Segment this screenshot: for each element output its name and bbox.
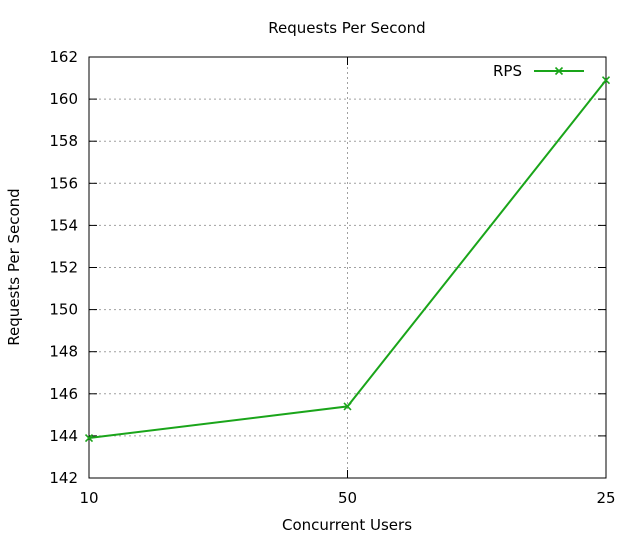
y-tick-label: 142 [49, 469, 78, 487]
x-marker-stroke [601, 76, 611, 85]
x-tick-label: 25 [596, 489, 615, 507]
y-tick-label: 144 [49, 427, 78, 445]
grid [89, 57, 606, 478]
y-tick-label: 160 [49, 90, 78, 108]
legend-swatch-marker [554, 66, 564, 76]
y-tick-label: 154 [49, 216, 78, 234]
y-tick-label: 162 [49, 48, 78, 66]
y-tick-label: 146 [49, 385, 78, 403]
x-marker-stroke [343, 402, 352, 411]
chart-title: Requests Per Second [268, 19, 425, 37]
y-tick-label: 150 [49, 301, 78, 319]
axes: 142 144 146 148 150 152 154 156 158 160 162 10 50 25 [49, 48, 615, 507]
x-axis-label: Concurrent Users [282, 516, 412, 534]
legend-label-rps: RPS [493, 62, 522, 80]
y-tick-label: 156 [49, 174, 78, 192]
x-marker-stroke [554, 66, 564, 76]
x-marker-stroke [84, 433, 94, 443]
x-tick-label: 50 [338, 489, 357, 507]
data-point-marker [84, 433, 94, 443]
y-tick-label: 158 [49, 132, 78, 150]
series-group [84, 76, 611, 443]
y-axis-label: Requests Per Second [5, 188, 23, 345]
x-tick-label: 10 [79, 489, 98, 507]
legend: RPS [493, 62, 584, 80]
y-tick-label: 152 [49, 259, 78, 277]
data-point-marker [343, 402, 352, 411]
data-point-marker [601, 76, 611, 85]
y-tick-label: 148 [49, 343, 78, 361]
